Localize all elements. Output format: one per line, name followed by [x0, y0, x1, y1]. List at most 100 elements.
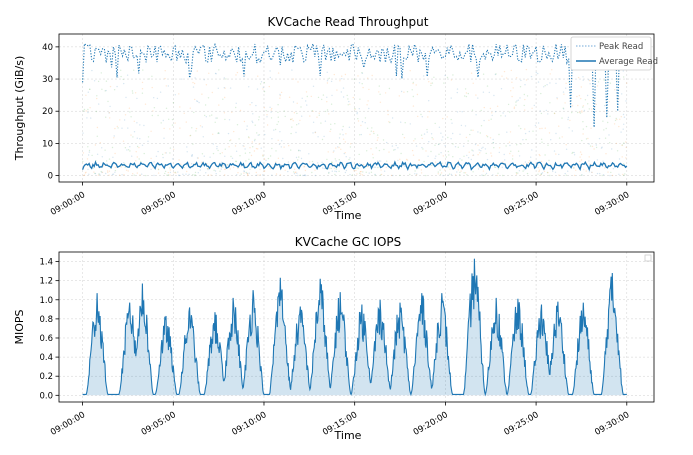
scatter-point — [582, 106, 584, 108]
scatter-point — [434, 161, 437, 163]
scatter-point — [585, 138, 588, 140]
scatter-point — [90, 117, 92, 119]
scatter-point — [544, 154, 546, 156]
scatter-point — [311, 171, 313, 174]
scatter-point — [483, 106, 485, 109]
scatter-point — [305, 100, 307, 102]
p1-y-tick-label: 20 — [42, 107, 53, 117]
scatter-point — [358, 153, 360, 156]
scatter-point — [505, 77, 508, 79]
scatter-point — [279, 174, 282, 176]
scatter-point — [341, 75, 343, 77]
scatter-point — [616, 79, 618, 81]
scatter-point — [255, 104, 257, 107]
scatter-point — [409, 70, 411, 72]
scatter-point — [456, 88, 459, 90]
scatter-point — [296, 112, 298, 115]
scatter-point — [204, 114, 206, 117]
scatter-point — [537, 166, 539, 169]
scatter-point — [509, 131, 512, 133]
scatter-point — [609, 115, 611, 118]
scatter-point — [169, 147, 172, 149]
scatter-point — [501, 75, 503, 77]
scatter-point — [537, 72, 539, 75]
scatter-point — [141, 144, 144, 146]
scatter-point — [465, 164, 467, 166]
scatter-point — [178, 159, 180, 161]
scatter-point — [338, 146, 340, 149]
scatter-point — [290, 149, 292, 151]
scatter-point — [580, 97, 582, 100]
scatter-point — [355, 169, 357, 172]
scatter-point — [580, 86, 582, 88]
scatter-point — [174, 171, 176, 173]
scatter-point — [580, 174, 583, 176]
scatter-point — [582, 121, 584, 123]
scatter-point — [540, 173, 543, 175]
scatter-point — [194, 98, 196, 101]
scatter-point — [144, 103, 147, 105]
scatter-point — [441, 162, 443, 164]
scatter-point — [278, 143, 281, 146]
scatter-point — [356, 167, 358, 169]
scatter-point — [171, 124, 174, 126]
scatter-point — [530, 75, 533, 78]
scatter-point — [354, 108, 356, 111]
scatter-point — [380, 174, 382, 176]
scatter-point — [552, 170, 554, 173]
scatter-point — [229, 140, 231, 142]
scatter-point — [183, 112, 185, 115]
scatter-point — [391, 145, 394, 147]
scatter-point — [192, 174, 194, 176]
scatter-point — [507, 103, 510, 106]
scatter-point — [423, 133, 426, 135]
scatter-point — [311, 160, 314, 163]
scatter-point — [472, 171, 474, 173]
scatter-point — [139, 138, 141, 140]
scatter-point — [564, 102, 566, 104]
scatter-point — [462, 145, 465, 147]
scatter-point — [491, 112, 493, 114]
scatter-point — [354, 107, 356, 110]
scatter-point — [192, 81, 194, 84]
scatter-point — [558, 137, 561, 139]
scatter-point — [333, 150, 335, 152]
scatter-point — [147, 140, 149, 142]
scatter-point — [362, 163, 365, 166]
scatter-point — [450, 79, 453, 81]
scatter-point — [338, 170, 340, 172]
scatter-point — [513, 106, 516, 108]
scatter-point — [558, 125, 560, 127]
scatter-point — [417, 167, 420, 169]
scatter-point — [553, 112, 556, 115]
scatter-point — [223, 77, 225, 79]
scatter-point — [255, 147, 258, 150]
scatter-point — [484, 148, 487, 150]
scatter-point — [496, 105, 499, 108]
scatter-point — [591, 145, 594, 148]
scatter-point — [492, 138, 494, 141]
scatter-point — [312, 85, 315, 88]
scatter-point — [169, 128, 171, 130]
scatter-point — [379, 101, 382, 104]
scatter-point — [181, 78, 183, 80]
scatter-point — [293, 173, 296, 175]
scatter-point — [620, 131, 622, 133]
scatter-point — [425, 150, 427, 152]
scatter-point — [223, 112, 226, 114]
scatter-point — [459, 158, 461, 160]
scatter-point — [271, 147, 273, 150]
scatter-point — [397, 159, 399, 162]
scatter-point — [374, 173, 376, 176]
scatter-point — [330, 123, 332, 126]
scatter-point — [248, 137, 250, 139]
scatter-point — [314, 131, 316, 133]
scatter-point — [91, 69, 93, 72]
scatter-point — [207, 168, 209, 171]
scatter-point — [205, 116, 207, 118]
scatter-point — [113, 137, 115, 139]
scatter-point — [468, 151, 470, 153]
p1-x-tick-label: 09:25:00 — [503, 190, 541, 218]
scatter-point — [231, 157, 234, 159]
scatter-point — [423, 75, 425, 77]
